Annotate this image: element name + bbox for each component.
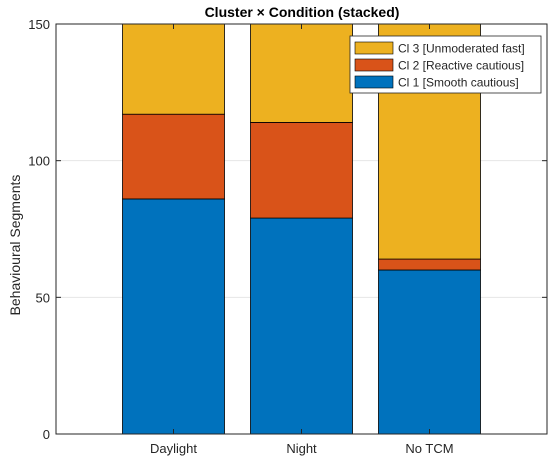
bar-night-series-1 [250,217,353,435]
y-axis-label: Behavioural Segments [7,175,23,316]
x-tick-label-2: No TCM [405,441,453,456]
bar-daylight-series-1 [122,198,225,435]
legend-entry-1: Cl 1 [Smooth cautious] [398,76,519,90]
y-tick-label-3: 150 [28,17,50,32]
bar-daylight-series-2 [122,113,225,200]
y-tick-label-2: 100 [28,154,50,169]
legend-swatch-1 [354,75,394,89]
chart-title: Cluster × Condition (stacked) [205,4,400,20]
bar-night-series-3 [250,23,353,123]
legend: Cl 3 [Unmoderated fast] Cl 2 [Reactive ca… [349,35,542,94]
bar-night-series-2 [250,122,353,219]
bars [122,23,481,435]
y-tick-label-1: 50 [36,290,50,305]
legend-entry-3: Cl 3 [Unmoderated fast] [398,42,525,56]
axes: 0 50 100 150 Daylight Night No TCM [28,17,548,456]
bar-no-tcm-series-2 [378,258,481,271]
x-tick-label-1: Night [286,441,317,456]
legend-swatch-2 [354,58,394,72]
legend-entry-2: Cl 2 [Reactive cautious] [398,59,524,73]
bar-daylight-series-3 [122,23,225,115]
x-tick-label-0: Daylight [150,441,197,456]
bar-no-tcm-series-1 [378,269,481,435]
y-tick-label-0: 0 [43,427,50,442]
legend-swatch-3 [354,41,394,55]
